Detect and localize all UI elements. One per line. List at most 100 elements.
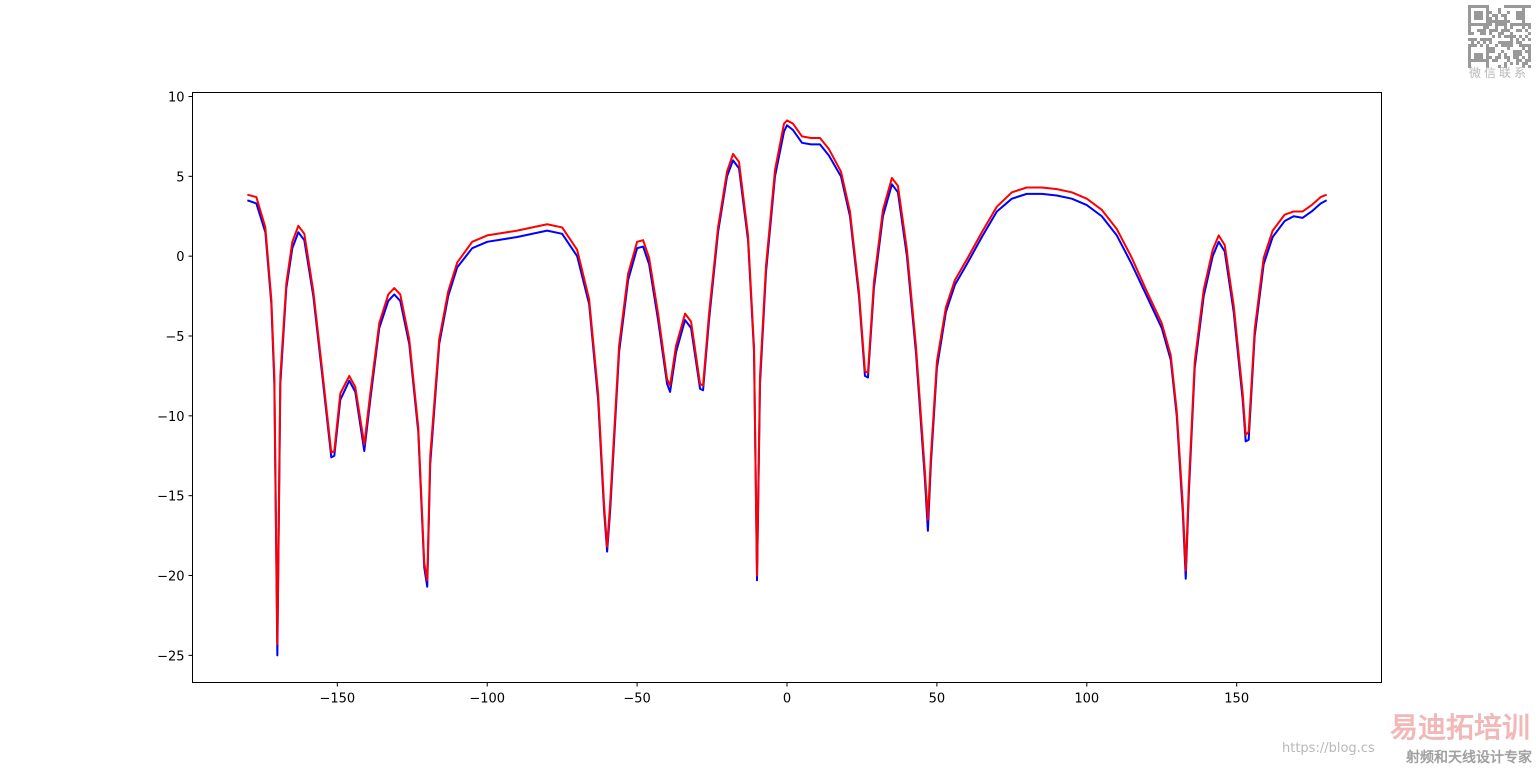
qr-cell xyxy=(1480,29,1483,32)
qr-cell xyxy=(1471,41,1474,44)
x-tick-label: 100 xyxy=(1074,692,1099,707)
qr-cell xyxy=(1522,8,1525,11)
qr-cell xyxy=(1480,5,1483,8)
qr-cell xyxy=(1495,26,1498,29)
qr-cell xyxy=(1477,17,1480,20)
qr-cell xyxy=(1480,56,1483,59)
qr-cell xyxy=(1516,62,1519,65)
qr-cell xyxy=(1474,56,1477,59)
qr-cell xyxy=(1483,26,1486,29)
qr-cell xyxy=(1507,20,1510,23)
qr-cell xyxy=(1477,11,1480,14)
qr-cell xyxy=(1483,38,1486,41)
qr-cell xyxy=(1498,32,1501,35)
series-line xyxy=(247,119,1328,646)
qr-code xyxy=(1468,5,1531,68)
qr-cell xyxy=(1504,56,1507,59)
qr-cell xyxy=(1528,26,1531,29)
qr-cell xyxy=(1525,44,1528,47)
qr-cell xyxy=(1516,56,1519,59)
qr-cell xyxy=(1468,32,1471,35)
qr-cell xyxy=(1474,17,1477,20)
y-tick-label: −20 xyxy=(157,570,184,585)
qr-cell xyxy=(1495,59,1498,62)
qr-cell xyxy=(1483,29,1486,32)
qr-cell xyxy=(1522,56,1525,59)
qr-cell xyxy=(1504,35,1507,38)
qr-cell xyxy=(1477,14,1480,17)
qr-cell xyxy=(1471,59,1474,62)
qr-cell xyxy=(1528,38,1531,41)
qr-cell xyxy=(1504,65,1507,68)
qr-cell xyxy=(1507,59,1510,62)
y-tick-label: 10 xyxy=(168,90,185,105)
qr-cell xyxy=(1516,14,1519,17)
qr-cell xyxy=(1486,50,1489,53)
qr-cell xyxy=(1471,32,1474,35)
y-tick-label: −25 xyxy=(157,649,184,664)
qr-cell xyxy=(1504,41,1507,44)
qr-cell xyxy=(1489,20,1492,23)
qr-cell xyxy=(1486,23,1489,26)
qr-cell xyxy=(1516,23,1519,26)
qr-cell xyxy=(1471,23,1474,26)
qr-cell xyxy=(1486,17,1489,20)
qr-cell xyxy=(1522,20,1525,23)
qr-cell xyxy=(1480,23,1483,26)
qr-cell xyxy=(1468,5,1471,8)
qr-cell xyxy=(1489,50,1492,53)
qr-cell xyxy=(1513,56,1516,59)
qr-cell xyxy=(1528,50,1531,53)
qr-cell xyxy=(1519,35,1522,38)
qr-cell xyxy=(1504,62,1507,65)
qr-cell xyxy=(1474,44,1477,47)
qr-cell xyxy=(1468,44,1471,47)
qr-cell xyxy=(1519,23,1522,26)
qr-cell xyxy=(1501,32,1504,35)
qr-cell xyxy=(1468,56,1471,59)
qr-cell xyxy=(1468,14,1471,17)
qr-cell xyxy=(1498,23,1501,26)
qr-cell xyxy=(1486,47,1489,50)
qr-cell xyxy=(1501,20,1504,23)
qr-cell xyxy=(1519,41,1522,44)
qr-cell xyxy=(1501,29,1504,32)
qr-cell xyxy=(1510,5,1513,8)
qr-cell xyxy=(1474,5,1477,8)
qr-cell xyxy=(1528,47,1531,50)
series-line xyxy=(247,124,1328,657)
qr-cell xyxy=(1510,62,1513,65)
qr-cell xyxy=(1522,47,1525,50)
qr-cell xyxy=(1507,44,1510,47)
qr-cell xyxy=(1486,20,1489,23)
qr-cell xyxy=(1468,50,1471,53)
qr-cell xyxy=(1468,38,1471,41)
qr-cell xyxy=(1489,32,1492,35)
qr-cell xyxy=(1471,5,1474,8)
qr-cell xyxy=(1483,41,1486,44)
qr-cell xyxy=(1522,44,1525,47)
qr-cell xyxy=(1480,38,1483,41)
qr-cell xyxy=(1516,50,1519,53)
qr-cell xyxy=(1516,59,1519,62)
qr-cell xyxy=(1483,23,1486,26)
qr-cell xyxy=(1513,35,1516,38)
qr-cell xyxy=(1510,38,1513,41)
qr-cell xyxy=(1510,23,1513,26)
qr-cell xyxy=(1492,35,1495,38)
qr-cell xyxy=(1522,11,1525,14)
qr-cell xyxy=(1483,5,1486,8)
qr-cell xyxy=(1519,5,1522,8)
qr-cell xyxy=(1468,65,1471,68)
qr-cell xyxy=(1525,59,1528,62)
qr-cell xyxy=(1486,59,1489,62)
qr-cell xyxy=(1519,17,1522,20)
qr-cell xyxy=(1504,44,1507,47)
qr-cell xyxy=(1516,53,1519,56)
x-tick-label: −50 xyxy=(623,692,650,707)
qr-cell xyxy=(1468,47,1471,50)
qr-cell xyxy=(1507,47,1510,50)
x-tick-label: 50 xyxy=(929,692,946,707)
qr-cell xyxy=(1477,29,1480,32)
